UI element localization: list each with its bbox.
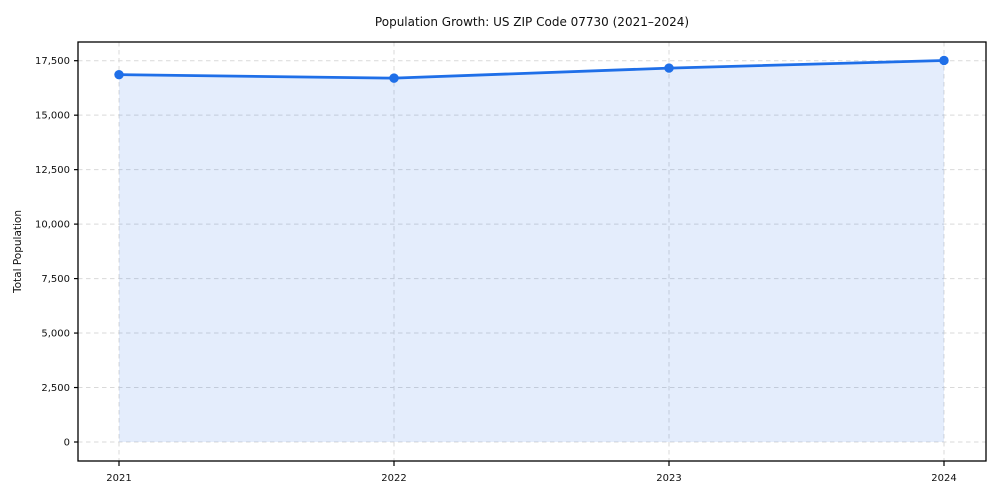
marker-layer xyxy=(114,55,949,83)
area-layer xyxy=(119,60,944,442)
y-tick-label: 12,500 xyxy=(35,165,70,176)
data-point xyxy=(114,69,124,80)
data-point xyxy=(939,55,949,66)
x-tick-label: 2021 xyxy=(106,473,131,484)
tick-layer: 0 2,500 5,000 7,500 10,000 12,500 15,000 17,500… xyxy=(35,56,957,484)
y-tick-label: 15,000 xyxy=(35,111,70,122)
data-point xyxy=(664,63,674,73)
y-tick-label: 2,500 xyxy=(41,383,70,394)
x-tick-label: 2022 xyxy=(381,473,406,484)
y-tick-label: 7,500 xyxy=(41,274,70,285)
y-tick-label: 5,000 xyxy=(41,329,70,340)
data-line xyxy=(117,59,946,80)
plot-border xyxy=(77,41,987,462)
y-tick-label: 0 xyxy=(64,438,70,449)
y-axis-label: Total Population xyxy=(12,210,24,294)
x-tick-label: 2024 xyxy=(931,473,956,484)
x-tick-label: 2023 xyxy=(656,473,681,484)
chart-title: Population Growth: US ZIP Code 07730 (20… xyxy=(375,15,689,29)
y-tick-label: 17,500 xyxy=(35,56,70,67)
data-point xyxy=(389,73,399,83)
y-tick-label: 10,000 xyxy=(35,220,70,231)
area-fill xyxy=(119,60,944,442)
line-layer xyxy=(117,59,946,80)
grid-layer xyxy=(78,42,986,461)
